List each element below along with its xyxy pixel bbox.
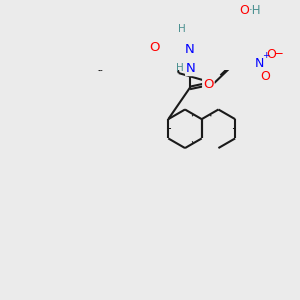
Text: N: N — [186, 62, 196, 75]
Text: N: N — [185, 43, 195, 56]
Text: O: O — [239, 4, 249, 17]
Text: H: H — [178, 24, 186, 34]
Text: H: H — [176, 62, 183, 73]
Text: −: − — [274, 46, 284, 60]
Text: +: + — [262, 51, 269, 60]
Text: ·H: ·H — [249, 4, 261, 17]
Text: O: O — [260, 70, 270, 83]
Text: O: O — [203, 78, 214, 91]
Text: O: O — [266, 48, 276, 62]
Text: N: N — [254, 57, 264, 70]
Text: O: O — [150, 41, 160, 54]
